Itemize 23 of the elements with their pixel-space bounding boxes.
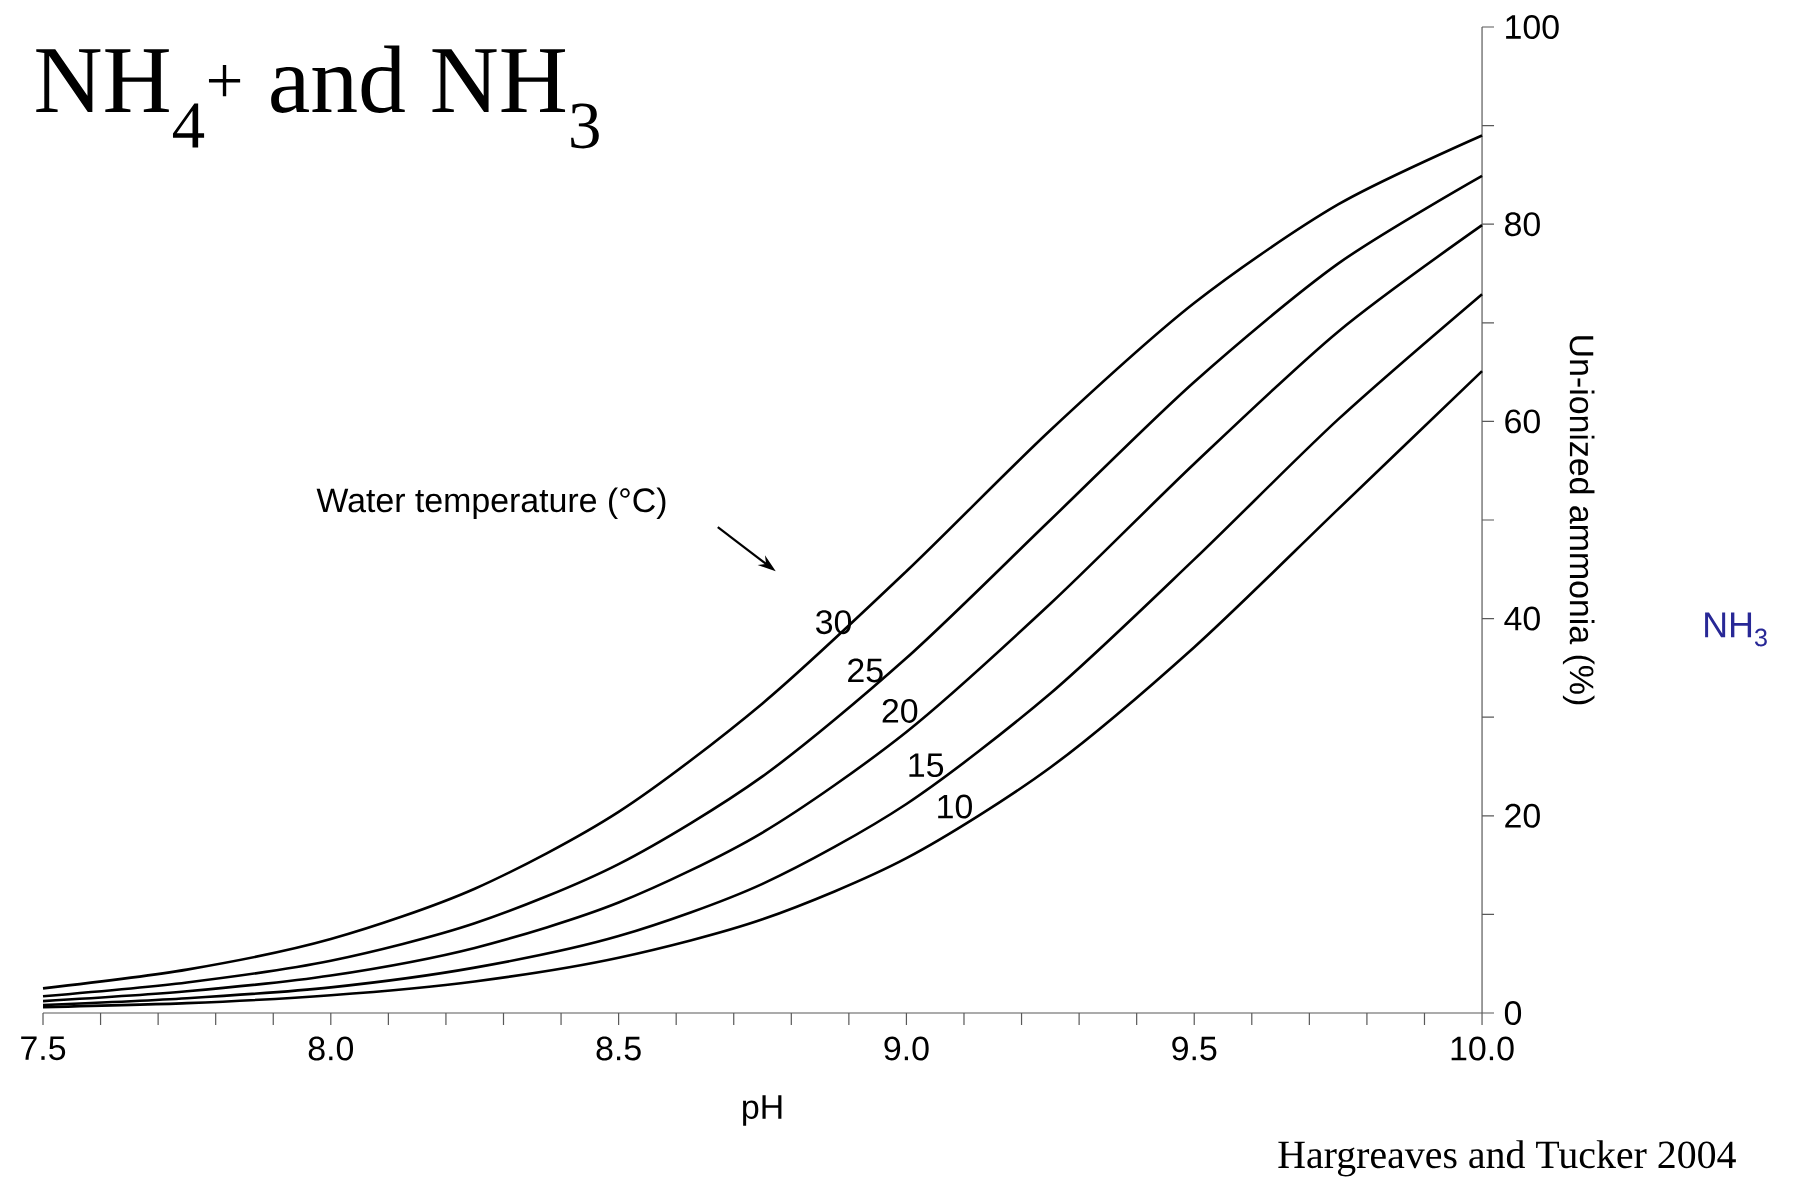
y-tick-label: 0 bbox=[1504, 1001, 1522, 1025]
x-tick-label: 8.0 bbox=[308, 1036, 354, 1061]
chart-title: NH$_{4}$$^{+}$ and NH$_{3}$ bbox=[36, 45, 599, 149]
text: Hargreaves and Tucker 2004 bbox=[1278, 1140, 1736, 1177]
series-label: 20 bbox=[882, 698, 918, 723]
x-tick-label: 10.0 bbox=[1451, 1036, 1514, 1061]
series-label: 15 bbox=[909, 753, 944, 778]
y-axis-title: Un-ionized ammonia (%) bbox=[1562, 336, 1595, 705]
series-label: 25 bbox=[848, 658, 883, 683]
x-tick-label: 9.0 bbox=[884, 1036, 929, 1061]
y-tick-label: 20 bbox=[1505, 803, 1540, 828]
y-tick-label: 80 bbox=[1505, 212, 1540, 237]
y-tick-label: 40 bbox=[1504, 606, 1540, 631]
series-label: 10 bbox=[938, 794, 972, 819]
x-tick-label: 8.5 bbox=[596, 1036, 641, 1061]
text: NH$_{3}$ bbox=[1705, 612, 1767, 647]
x-tick-label: 7.5 bbox=[21, 1036, 66, 1061]
series-label: 30 bbox=[816, 610, 852, 635]
y-tick-label: 60 bbox=[1505, 409, 1540, 434]
x-tick-label: 9.5 bbox=[1172, 1036, 1217, 1061]
y-tick-label: 100 bbox=[1506, 14, 1559, 39]
x-axis-title: pH bbox=[743, 1095, 782, 1126]
annotation: Water temperature (°C) bbox=[316, 487, 666, 520]
